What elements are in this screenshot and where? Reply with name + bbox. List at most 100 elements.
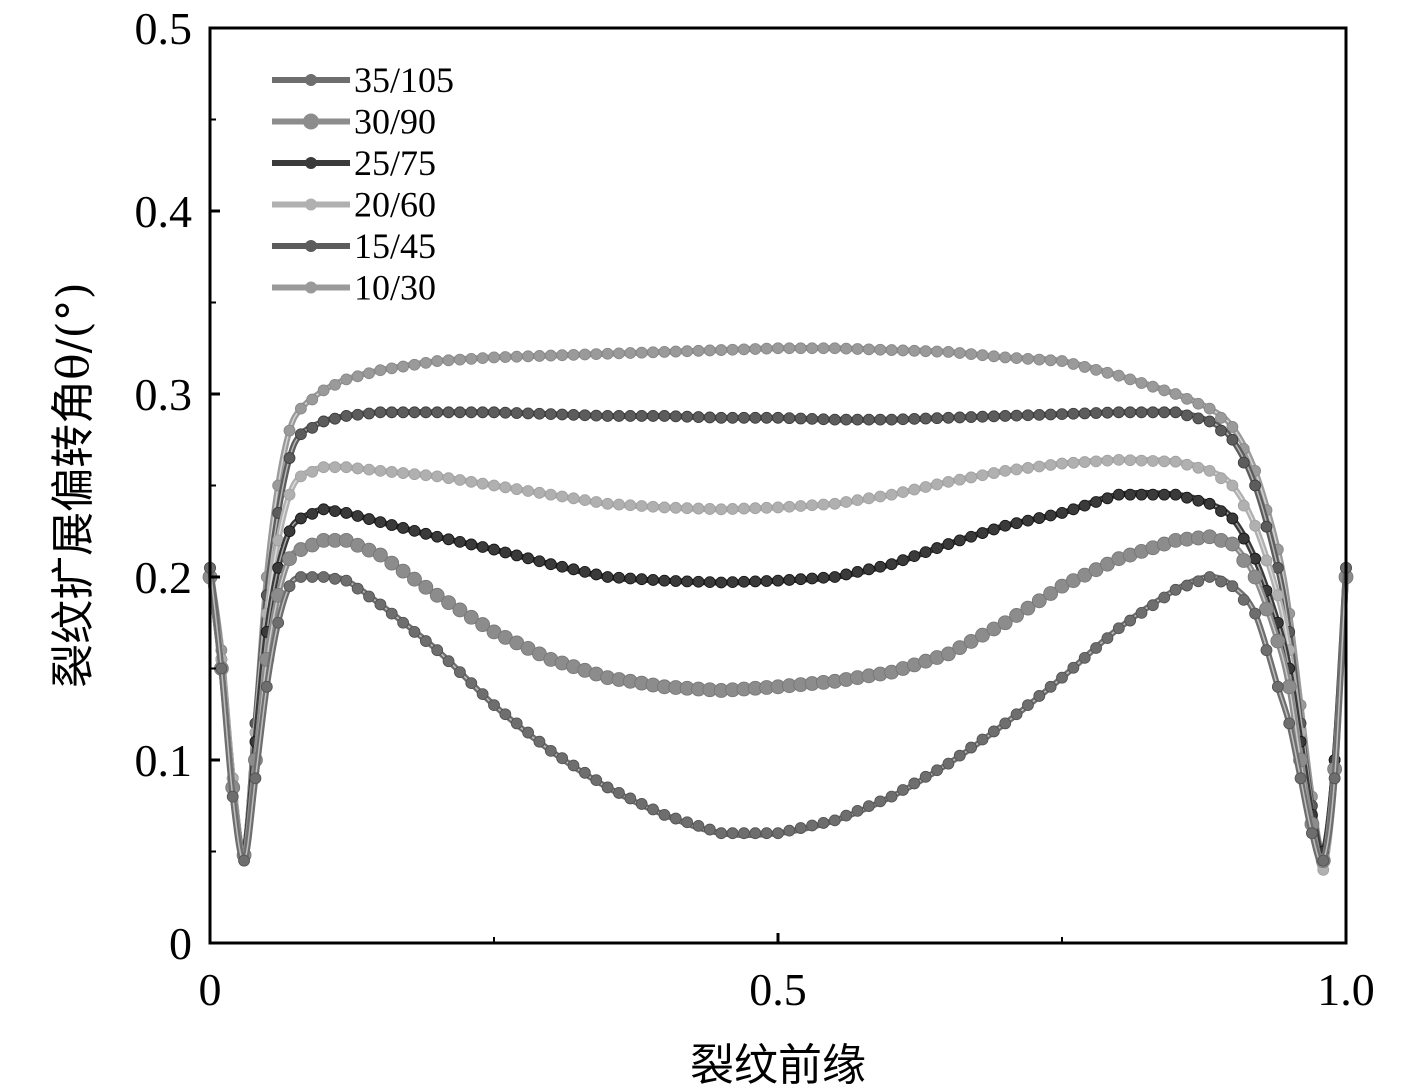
data-point — [1090, 407, 1102, 419]
data-point — [1249, 479, 1262, 492]
data-point — [1022, 409, 1034, 422]
data-point — [294, 571, 307, 583]
data-point — [1158, 488, 1171, 501]
data-point — [806, 342, 818, 355]
data-point — [1044, 459, 1057, 471]
data-point — [294, 470, 307, 483]
data-point — [681, 575, 694, 588]
data-point — [1203, 497, 1216, 510]
data-point — [510, 483, 523, 496]
data-point — [897, 784, 909, 796]
data-point — [533, 407, 546, 420]
data-point — [1237, 532, 1250, 545]
data-point — [726, 827, 739, 840]
data-point — [306, 571, 319, 583]
data-point — [1181, 491, 1193, 504]
data-point — [749, 343, 762, 355]
data-point — [1281, 679, 1297, 695]
data-point — [1112, 369, 1125, 382]
data-point — [772, 342, 784, 355]
data-point — [726, 343, 739, 356]
data-point — [828, 497, 841, 510]
data-point — [738, 502, 750, 515]
data-point — [601, 497, 614, 510]
data-point — [351, 408, 364, 421]
data-point — [1226, 421, 1239, 433]
data-point — [817, 342, 830, 355]
data-point — [272, 616, 285, 629]
data-point — [681, 345, 694, 358]
data-point — [840, 342, 853, 355]
data-point — [703, 411, 716, 424]
data-point — [1249, 519, 1262, 532]
data-point — [510, 407, 523, 419]
data-point — [715, 344, 728, 356]
data-point — [862, 343, 875, 356]
data-point — [317, 415, 330, 428]
data-point — [408, 406, 421, 419]
data-point — [419, 635, 432, 647]
data-point — [1317, 854, 1330, 867]
data-point — [1124, 373, 1137, 386]
data-point — [1225, 536, 1240, 552]
data-point — [953, 411, 966, 424]
data-point — [454, 406, 466, 419]
data-point — [874, 490, 887, 503]
data-point — [840, 809, 853, 822]
data-point — [533, 350, 546, 362]
data-point — [931, 764, 943, 777]
data-point — [329, 461, 341, 474]
legend-swatch-marker — [305, 157, 317, 169]
data-point — [1010, 517, 1023, 530]
data-point — [715, 411, 728, 424]
data-point — [1215, 472, 1227, 485]
data-point — [999, 717, 1012, 730]
data-point — [1271, 680, 1284, 693]
data-point — [772, 574, 784, 587]
data-point — [783, 574, 796, 586]
data-point — [476, 541, 489, 553]
data-point — [783, 412, 796, 425]
data-point — [760, 342, 773, 355]
data-point — [476, 477, 489, 490]
data-point — [942, 757, 955, 770]
data-point — [408, 626, 421, 638]
data-point — [544, 488, 557, 501]
data-point — [953, 473, 966, 486]
data-point — [306, 507, 319, 520]
data-point — [1043, 586, 1059, 601]
data-point — [1249, 607, 1262, 620]
data-point — [294, 402, 307, 415]
y-axis-title: 裂纹扩展偏转角θ/(°) — [48, 282, 99, 688]
data-point — [1031, 593, 1047, 609]
data-point — [1236, 553, 1252, 568]
data-point — [465, 352, 478, 365]
data-point — [1067, 407, 1080, 420]
data-point — [1090, 455, 1102, 468]
data-point — [726, 576, 739, 589]
data-point — [806, 499, 818, 512]
data-point — [431, 355, 444, 367]
data-point — [499, 481, 512, 494]
data-point — [965, 411, 978, 423]
data-point — [363, 367, 375, 380]
data-point — [1237, 593, 1250, 606]
data-point — [624, 410, 637, 422]
data-point — [510, 717, 523, 730]
data-point — [363, 590, 375, 603]
data-point — [703, 344, 716, 357]
data-point — [419, 356, 432, 369]
data-point — [681, 502, 694, 515]
data-point — [317, 571, 330, 583]
data-point — [1078, 456, 1091, 468]
data-point — [897, 554, 909, 567]
data-point — [874, 795, 887, 808]
legend-swatch-marker — [305, 281, 317, 294]
data-point — [919, 546, 932, 559]
data-point — [963, 634, 979, 649]
y-tick-label: 0.1 — [135, 735, 193, 786]
data-point — [1135, 488, 1148, 501]
data-point — [1112, 406, 1125, 419]
data-point — [624, 572, 637, 585]
data-point — [976, 349, 989, 362]
